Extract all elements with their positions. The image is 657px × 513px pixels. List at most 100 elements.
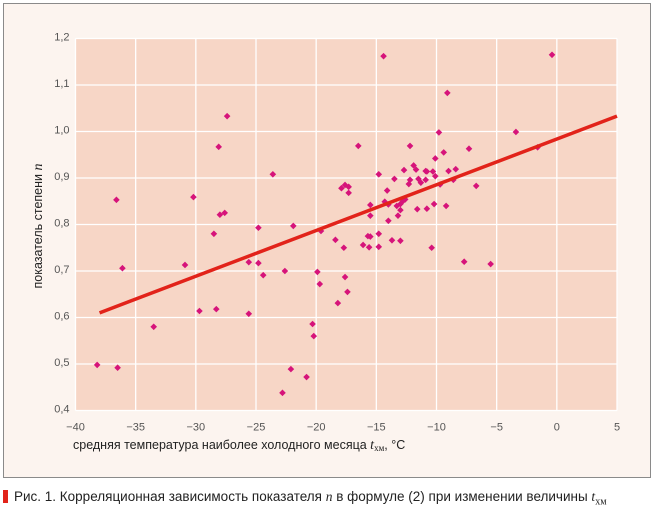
- data-point: [367, 201, 374, 209]
- data-point: [367, 212, 374, 219]
- data-point: [423, 168, 431, 175]
- y-tick-label: 0,8: [54, 218, 69, 230]
- caption-marker: [3, 490, 8, 503]
- x-axis-label: средняя температура наиболее холодного м…: [73, 438, 405, 453]
- data-point: [388, 237, 396, 244]
- data-point: [215, 143, 222, 151]
- data-point: [290, 222, 297, 230]
- data-point: [465, 145, 473, 153]
- data-point: [397, 200, 404, 208]
- x-axis-ticks: −40 −35 −30 −25 −20 −15 −10 −5 0 5: [66, 422, 620, 434]
- data-point: [452, 165, 460, 173]
- x-tick-label: 0: [554, 422, 560, 434]
- data-point: [279, 389, 286, 397]
- data-point: [190, 193, 197, 201]
- data-point: [413, 205, 421, 213]
- data-point: [400, 166, 408, 174]
- data-point: [316, 280, 324, 288]
- data-point: [431, 155, 439, 162]
- data-point: [223, 112, 231, 120]
- x-tick-label: −40: [66, 422, 85, 434]
- data-point: [269, 170, 277, 178]
- data-point: [429, 168, 437, 175]
- data-point: [113, 196, 120, 204]
- data-point: [150, 323, 158, 331]
- data-point: [314, 268, 321, 276]
- x-tick-label: −35: [126, 422, 145, 434]
- data-point: [487, 260, 494, 268]
- data-point: [196, 307, 203, 315]
- data-point: [365, 243, 373, 251]
- x-tick-label: −10: [427, 422, 446, 434]
- data-point: [405, 180, 413, 188]
- y-axis-ticks: 0,4 0,5 0,6 0,7 0,8 0,9 1,0 1,1 1,2: [54, 32, 69, 416]
- y-tick-label: 1,2: [54, 32, 69, 44]
- data-point: [422, 176, 429, 184]
- data-point: [397, 237, 404, 245]
- data-point: [245, 310, 253, 318]
- caption-middle: в формуле (2) при изменении величины: [332, 489, 592, 504]
- data-point: [334, 299, 342, 307]
- data-point: [375, 170, 383, 178]
- data-point: [287, 365, 295, 373]
- data-point: [412, 166, 420, 173]
- data-point: [338, 184, 345, 192]
- y-tick-label: 0,5: [54, 357, 69, 369]
- data-point: [375, 243, 383, 251]
- figure-caption: Рис. 1. Корреляционная зависимость показ…: [3, 489, 607, 508]
- x-tick-label: −15: [367, 422, 386, 434]
- data-point: [548, 51, 556, 59]
- data-point: [380, 52, 387, 60]
- data-point: [428, 244, 435, 252]
- data-point: [340, 244, 348, 252]
- data-point: [423, 205, 431, 212]
- data-point: [310, 332, 318, 340]
- data-point: [406, 142, 414, 150]
- data-point: [114, 364, 121, 372]
- y-tick-label: 0,7: [54, 264, 69, 276]
- data-point: [332, 236, 339, 244]
- data-point: [255, 259, 262, 267]
- data-point: [401, 196, 409, 203]
- y-tick-label: 0,9: [54, 171, 69, 183]
- data-point: [341, 273, 349, 281]
- data-point: [431, 172, 439, 180]
- data-point: [221, 209, 229, 217]
- data-point: [435, 129, 443, 136]
- data-point: [341, 181, 349, 189]
- data-point: [245, 258, 253, 266]
- data-point: [119, 264, 126, 272]
- data-point: [440, 149, 448, 156]
- data-point: [445, 167, 452, 175]
- data-point: [359, 241, 367, 249]
- data-point: [181, 261, 189, 269]
- data-point: [210, 230, 218, 238]
- data-point: [406, 176, 414, 184]
- data-point: [309, 320, 316, 328]
- data-point: [417, 179, 425, 186]
- data-point: [345, 183, 352, 191]
- data-point: [303, 373, 310, 381]
- data-point: [472, 182, 480, 190]
- data-point: [512, 128, 520, 136]
- caption-text: Рис. 1. Корреляционная зависимость показ…: [14, 489, 326, 504]
- data-point: [259, 271, 267, 279]
- y-tick-label: 1,0: [54, 125, 69, 137]
- data-point: [281, 267, 289, 275]
- data-point: [410, 162, 417, 169]
- data-point: [444, 89, 451, 97]
- y-tick-label: 1,1: [54, 78, 69, 90]
- data-point: [391, 175, 398, 183]
- data-point: [394, 212, 402, 219]
- x-tick-label: 5: [614, 422, 620, 434]
- x-tick-label: −20: [307, 422, 326, 434]
- x-tick-label: −30: [186, 422, 205, 434]
- data-point: [375, 230, 383, 238]
- caption-sub: хм: [595, 496, 607, 508]
- data-point: [442, 202, 450, 210]
- data-point: [345, 189, 352, 197]
- data-point: [354, 142, 362, 150]
- y-axis-label: показатель степени n: [31, 164, 46, 289]
- data-point: [367, 233, 374, 240]
